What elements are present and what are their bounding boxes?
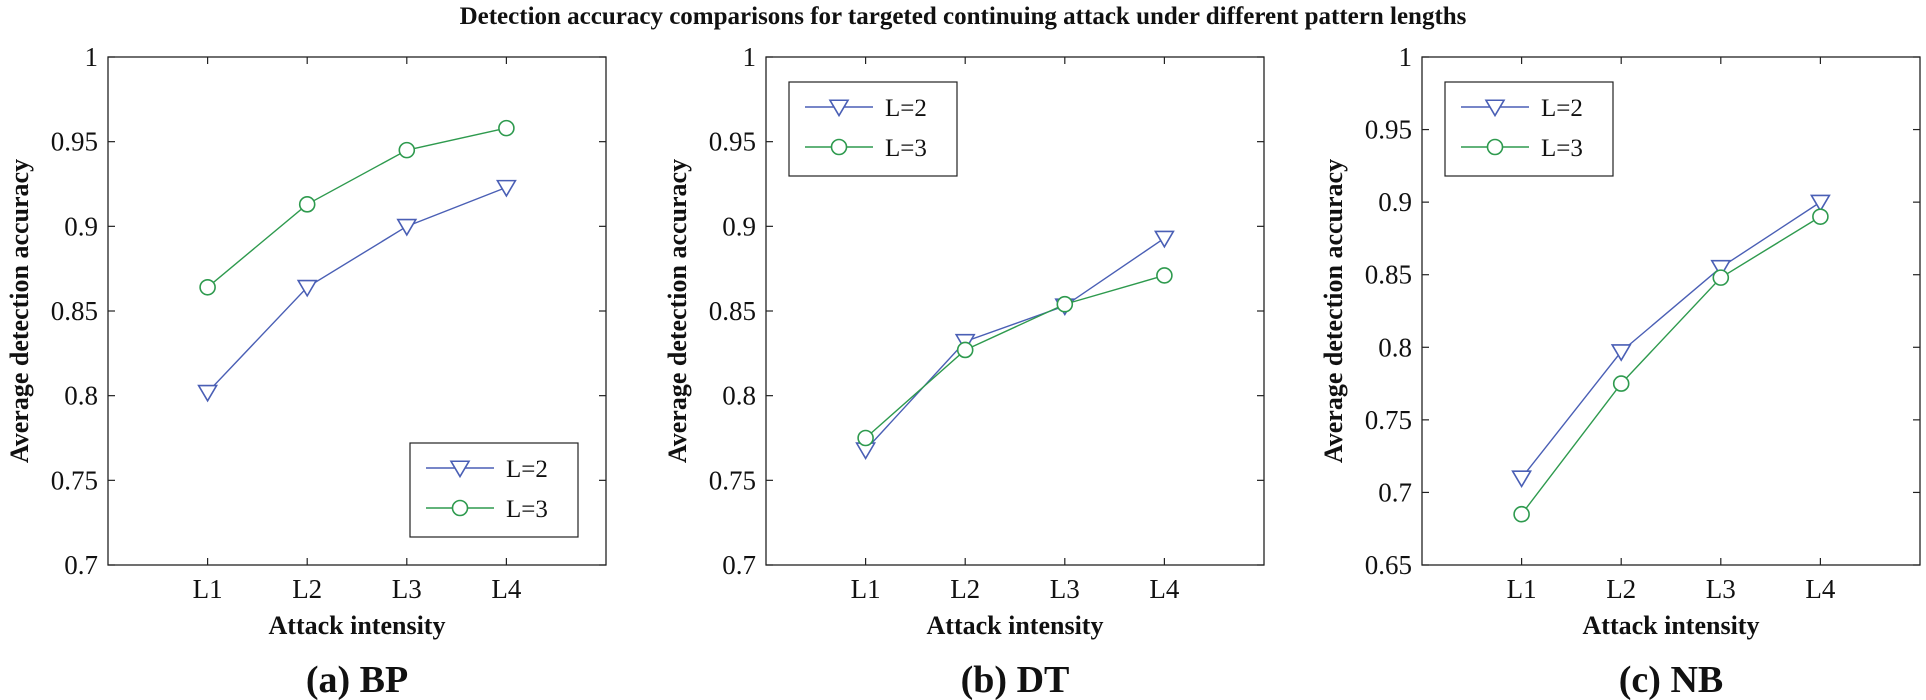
y-tick-label: 0.95 [51, 127, 98, 157]
y-tick-label: 0.75 [1365, 405, 1412, 435]
legend-label: L=3 [506, 496, 548, 523]
legend-marker [1486, 138, 1504, 156]
series-line-L=3 [865, 274, 1165, 439]
chart-caption: (a) BP [306, 659, 408, 700]
data-point [298, 196, 316, 213]
y-tick-label: 0.85 [709, 296, 756, 326]
series-line-L=3 [1521, 216, 1821, 515]
y-tick-label: 0.9 [722, 211, 756, 241]
x-tick-label: L3 [392, 574, 422, 604]
legend-marker [449, 460, 471, 479]
data-point [398, 141, 416, 159]
legend-box [409, 442, 579, 538]
legend-marker [830, 138, 848, 156]
y-tick-label: 1 [743, 42, 757, 72]
data-point [1610, 344, 1632, 362]
legend-box [788, 81, 958, 177]
y-tick-label: 0.7 [1378, 477, 1412, 507]
data-point [1056, 295, 1074, 313]
data-point [1612, 375, 1630, 392]
data-point [296, 279, 318, 298]
y-axis-title: Average detection accuracy [1319, 159, 1348, 463]
y-tick-label: 0.85 [1365, 260, 1412, 290]
legend: L=2L=3 [409, 442, 579, 538]
y-tick-label: 0.9 [64, 211, 98, 241]
legend-label: L=3 [885, 135, 927, 162]
x-tick-label: L3 [1050, 574, 1080, 604]
legend-marker [828, 99, 850, 118]
chart-panel-2: 0.65 0.7 0.75 0.8 0.85 0.9 0.95 1 L1 L2 L3 L4 Attack… [1319, 42, 1921, 700]
y-tick-label: 0.65 [1365, 550, 1412, 580]
series-line-L=2 [207, 186, 507, 393]
data-point [199, 278, 216, 296]
legend: L=2L=3 [1444, 81, 1614, 177]
legend: L=2L=3 [788, 81, 958, 177]
series-line-L=2 [1521, 201, 1821, 479]
series-line-L=3 [207, 127, 507, 288]
x-axis-title: Attack intensity [269, 611, 446, 640]
plot-frame [1421, 56, 1921, 566]
x-axis-title: Attack intensity [1583, 611, 1760, 640]
y-tick-label: 0.8 [1378, 332, 1412, 362]
data-point [496, 179, 517, 198]
x-tick-label: L3 [1706, 574, 1736, 604]
y-tick-label: 0.75 [709, 465, 756, 495]
x-tick-label: L2 [292, 574, 322, 604]
legend-label: L=3 [1541, 135, 1583, 162]
data-point [1156, 267, 1173, 284]
y-tick-label: 1 [85, 42, 99, 72]
x-tick-label: L4 [1805, 574, 1835, 604]
data-point [857, 429, 874, 447]
data-point [1513, 505, 1530, 523]
data-point [1812, 208, 1829, 225]
data-point [1712, 269, 1730, 286]
data-point [1810, 194, 1831, 213]
x-tick-label: L2 [950, 574, 980, 604]
data-point [197, 384, 218, 403]
chart-caption: (b) DT [961, 659, 1070, 700]
y-tick-label: 0.95 [709, 127, 756, 157]
series-line-L=2 [865, 237, 1165, 451]
y-axis-title: Average detection accuracy [663, 159, 692, 463]
y-tick-label: 1 [1399, 42, 1413, 72]
x-tick-label: L4 [491, 574, 521, 604]
chart-caption: (c) NB [1619, 659, 1723, 700]
y-axis-title: Average detection accuracy [5, 159, 34, 463]
y-tick-label: 0.8 [64, 381, 98, 411]
legend-marker [451, 499, 469, 517]
x-tick-label: L2 [1606, 574, 1636, 604]
data-point [396, 218, 418, 237]
data-point [1154, 230, 1175, 249]
chart-panel-0: 0.7 0.75 0.8 0.85 0.9 0.95 1 L1 L2 L3 L4 Attack int… [5, 42, 607, 700]
y-tick-label: 0.75 [51, 465, 98, 495]
x-axis-title: Attack intensity [927, 611, 1104, 640]
legend-label: L=2 [1541, 95, 1583, 122]
y-tick-label: 0.9 [1378, 187, 1412, 217]
x-tick-label: L1 [193, 574, 223, 604]
legend-marker [1484, 99, 1506, 118]
x-tick-label: L4 [1149, 574, 1179, 604]
data-point [1710, 259, 1732, 278]
x-tick-label: L1 [851, 574, 881, 604]
chart-panel-1: 0.7 0.75 0.8 0.85 0.9 0.95 1 L1 L2 L3 L4 Attack int… [663, 42, 1265, 700]
data-point [498, 119, 515, 137]
data-point [956, 341, 974, 359]
x-tick-label: L1 [1507, 574, 1537, 604]
y-tick-label: 0.7 [722, 550, 756, 580]
y-tick-label: 0.7 [64, 550, 98, 580]
legend-label: L=2 [506, 456, 548, 483]
y-tick-label: 0.8 [722, 381, 756, 411]
legend-label: L=2 [885, 95, 927, 122]
y-tick-label: 0.85 [51, 296, 98, 326]
y-tick-label: 0.95 [1365, 115, 1412, 145]
figure-title: Detection accuracy comparisons for targe… [459, 3, 1467, 30]
data-point [1511, 470, 1532, 489]
legend-box [1444, 81, 1614, 177]
